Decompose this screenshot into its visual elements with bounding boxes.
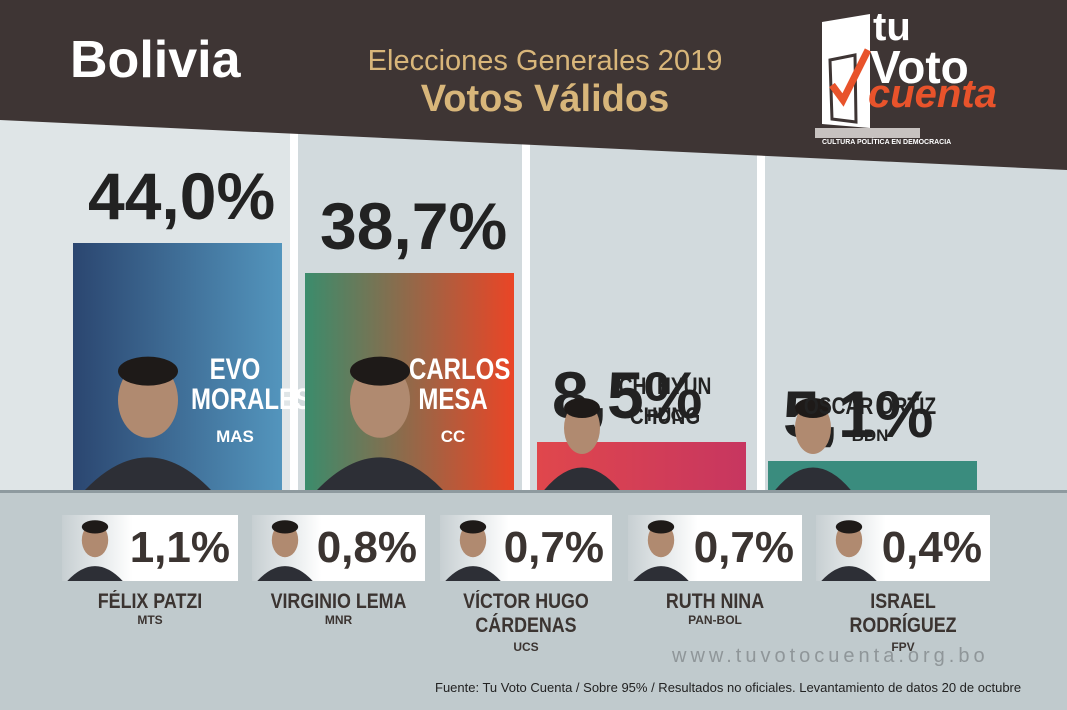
photo	[257, 520, 313, 581]
photo	[317, 356, 443, 490]
photo	[67, 520, 123, 581]
candidate-name: VIRGINIO LEMA	[270, 590, 407, 613]
party-name: PDC	[647, 406, 683, 425]
party-name: UCS	[513, 640, 539, 654]
party-name: MTS	[137, 613, 163, 627]
photo	[85, 356, 211, 490]
candidate-name: CHI HYUN CHUNG	[618, 373, 712, 430]
party-name: CC	[440, 427, 466, 446]
candidate-name: VÍCTOR HUGO CÁRDENAS	[463, 590, 589, 637]
value-label: 0,4%	[881, 523, 982, 572]
value-label: 1,1%	[129, 523, 230, 572]
logo-text: cuenta	[868, 72, 997, 116]
party-name: MAS	[216, 427, 254, 446]
candidate-name: ÓSCAR ORTIZ	[803, 393, 937, 420]
candidate-name: CARLOS MESA	[409, 353, 511, 416]
bar	[305, 272, 514, 490]
photo	[544, 398, 620, 490]
candidate-name: RUTH NINA	[665, 590, 765, 613]
logo-box	[815, 14, 920, 138]
footer-source: Fuente: Tu Voto Cuenta / Sobre 95% / Res…	[435, 680, 1022, 695]
photo	[445, 520, 501, 581]
title: Votos Válidos	[420, 78, 670, 120]
subtitle: Elecciones Generales 2019	[367, 45, 723, 77]
footer-url: www.tuvotocuenta.org.bo	[672, 645, 989, 667]
value-label: 0,7%	[693, 523, 794, 572]
party-name: MNR	[324, 613, 353, 627]
candidate-name: EVO MORALES	[191, 353, 311, 416]
party-name: PAN-BOL	[688, 613, 742, 627]
photo	[821, 520, 877, 581]
candidate-name: ISRAEL RODRÍGUEZ	[849, 590, 957, 637]
logo-text: Voto	[870, 41, 969, 93]
bar	[73, 242, 282, 490]
party-name: BDN	[851, 426, 889, 445]
logo-tagline: CULTURA POLÍTICA EN DEMOCRACIA	[822, 139, 952, 146]
photo	[633, 520, 689, 581]
country: Bolivia	[70, 31, 241, 89]
value-label: 38,7%	[320, 188, 508, 263]
party-name: FPV	[891, 640, 915, 654]
value-label: 44,0%	[88, 158, 276, 233]
value-label: 0,8%	[316, 523, 417, 572]
photo	[775, 398, 851, 490]
value-label: 0,7%	[503, 523, 604, 572]
logo-text: tu	[873, 5, 911, 49]
candidate-name: FÉLIX PATZI	[97, 590, 203, 613]
